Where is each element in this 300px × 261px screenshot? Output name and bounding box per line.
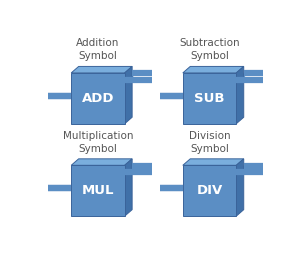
Polygon shape: [236, 159, 244, 216]
Text: MUL: MUL: [82, 184, 114, 197]
Text: Division
Symbol: Division Symbol: [189, 131, 230, 154]
Polygon shape: [183, 73, 236, 124]
Polygon shape: [183, 159, 244, 165]
Polygon shape: [183, 165, 236, 216]
Polygon shape: [125, 67, 132, 124]
Polygon shape: [125, 159, 132, 216]
Text: SUB: SUB: [194, 92, 225, 105]
Text: Subtraction
Symbol: Subtraction Symbol: [179, 38, 240, 61]
Polygon shape: [236, 67, 244, 124]
Polygon shape: [71, 159, 132, 165]
Text: Addition
Symbol: Addition Symbol: [76, 38, 120, 61]
Polygon shape: [71, 165, 125, 216]
Polygon shape: [71, 67, 132, 73]
Text: DIV: DIV: [196, 184, 223, 197]
Polygon shape: [71, 73, 125, 124]
Text: Multiplication
Symbol: Multiplication Symbol: [63, 131, 133, 154]
Polygon shape: [183, 67, 244, 73]
Text: ADD: ADD: [82, 92, 114, 105]
